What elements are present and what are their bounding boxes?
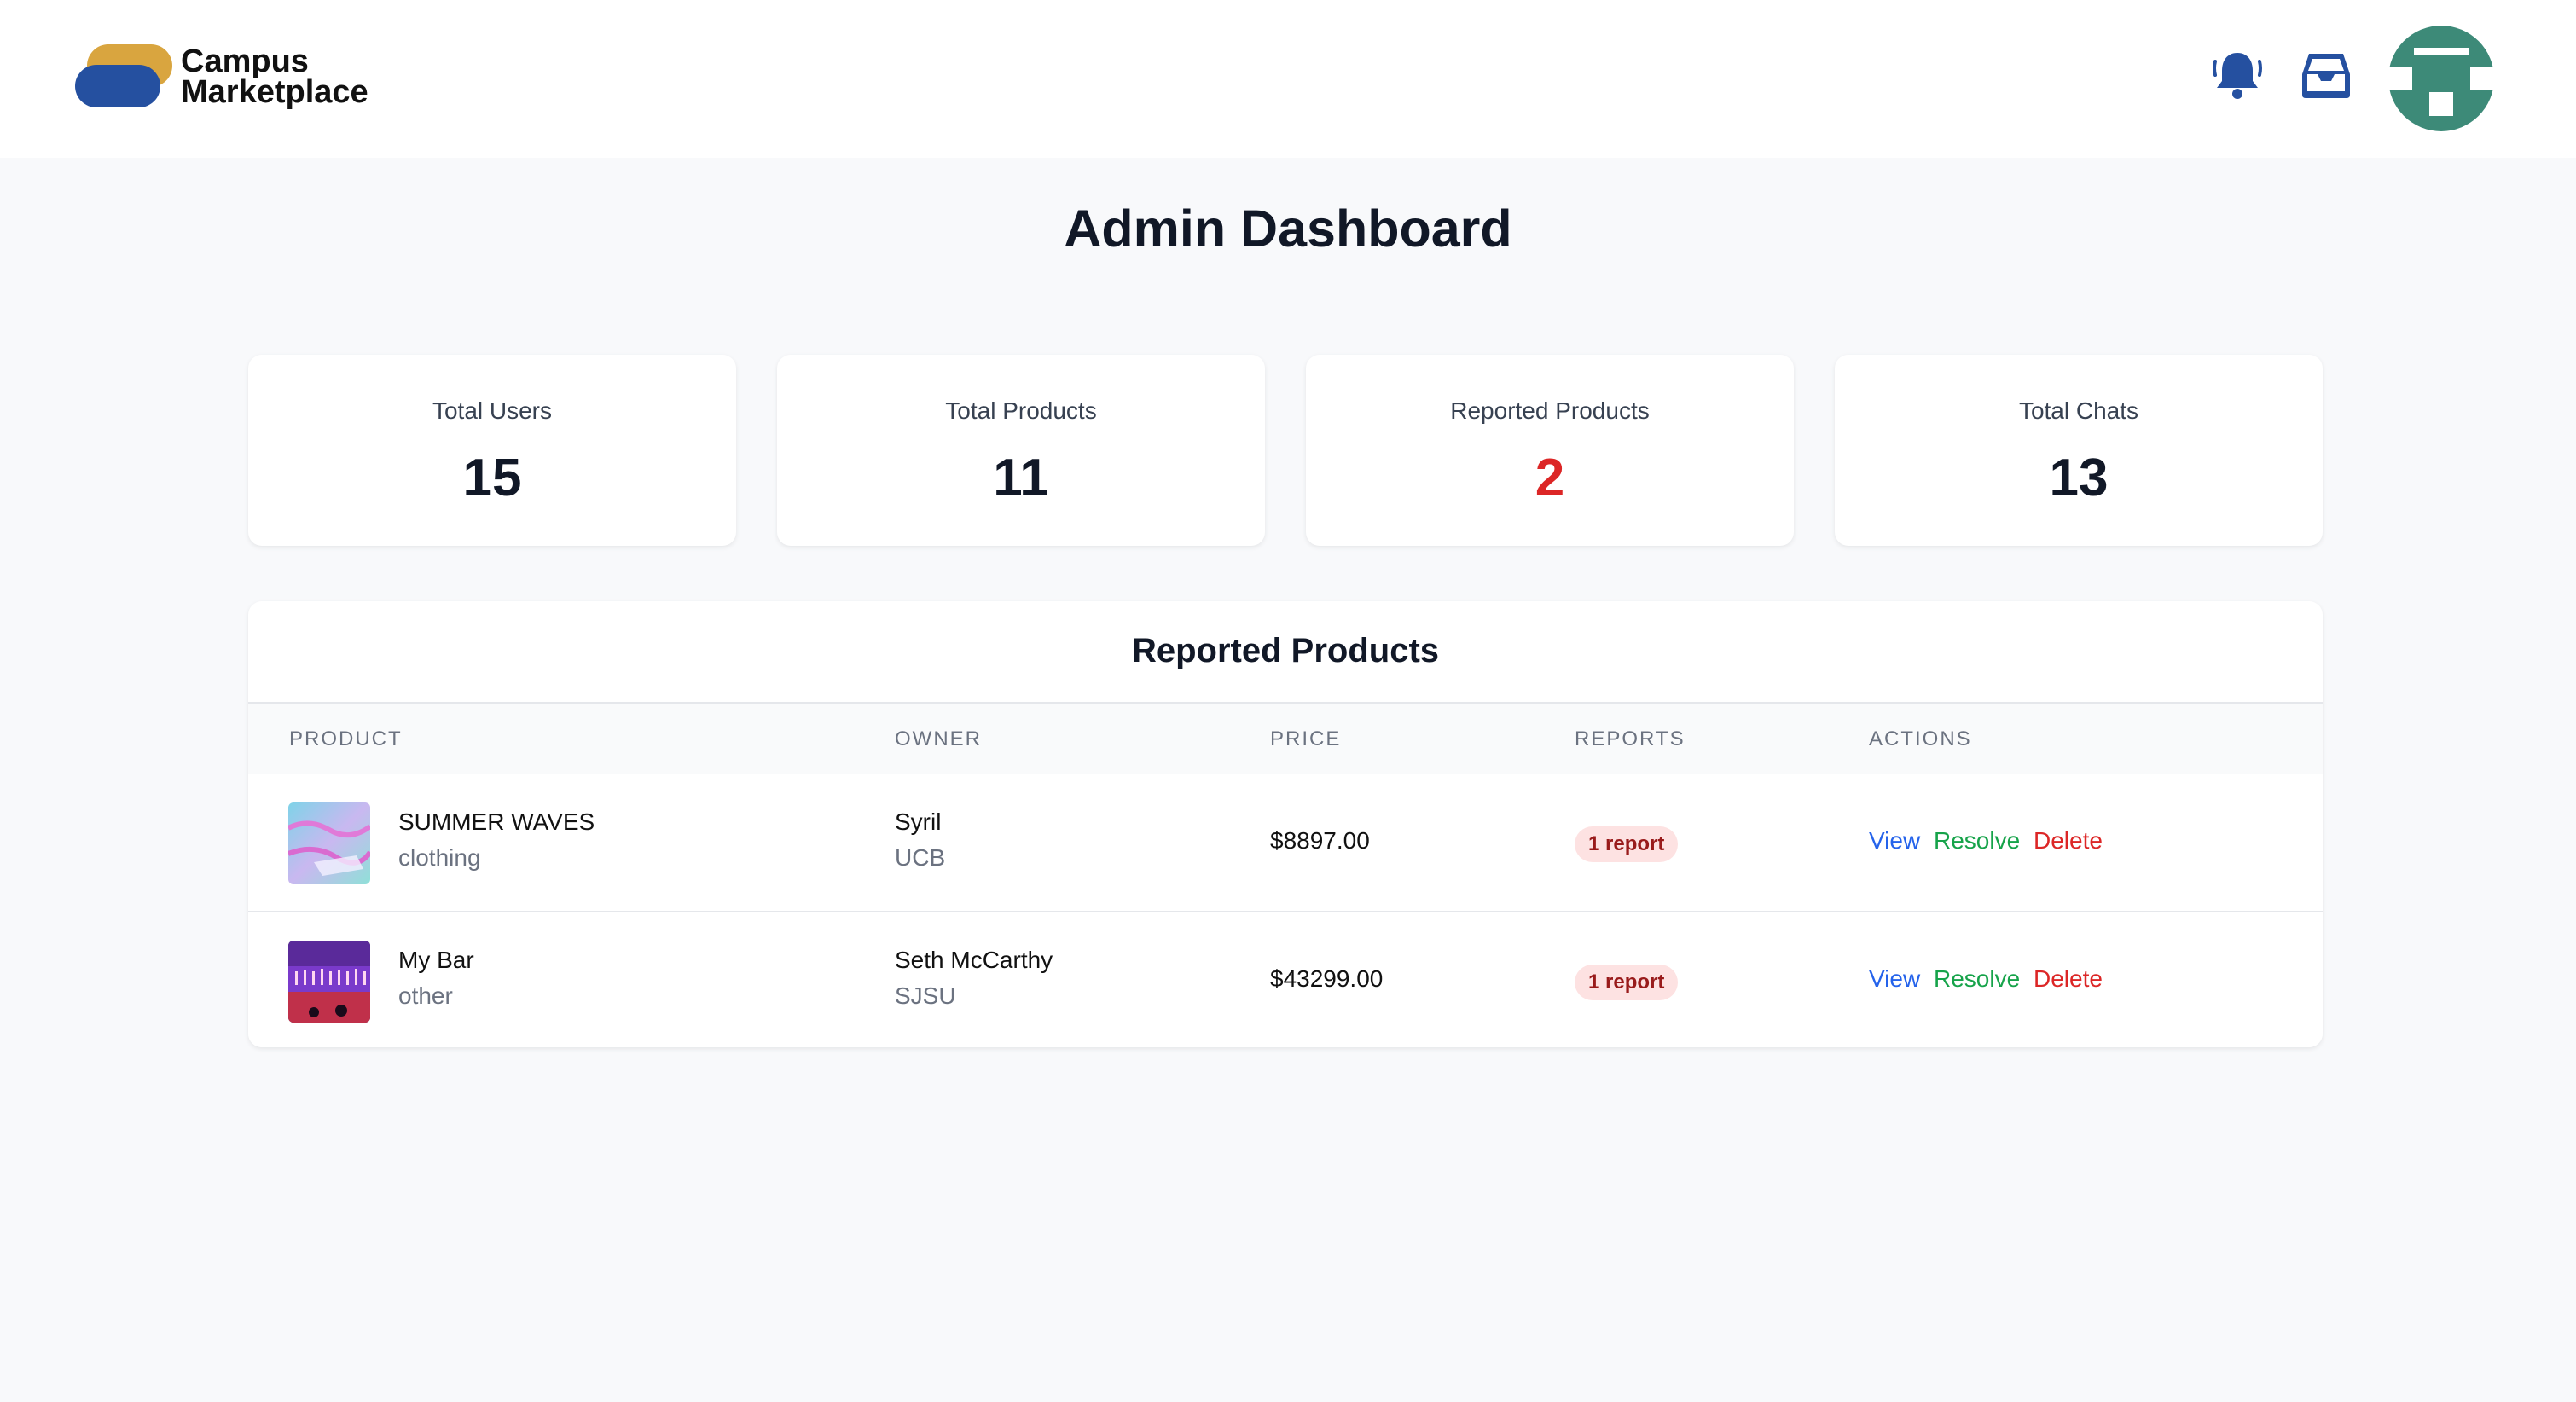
stat-label: Total Products — [945, 397, 1097, 424]
report-count-badge: 1 report — [1575, 826, 1679, 862]
product-thumbnail[interactable] — [288, 802, 370, 884]
stat-label: Total Chats — [2018, 397, 2139, 424]
product-category: other — [398, 982, 453, 1009]
delete-button[interactable]: Delete — [2034, 827, 2103, 854]
resolve-button[interactable]: Resolve — [1934, 965, 2021, 992]
reported-products-panel: Reported Products PRODUCT OWNER PRICE RE… — [248, 601, 2323, 1047]
stat-value: 13 — [2049, 449, 2109, 507]
product-price: $43299.00 — [1270, 965, 1384, 992]
table-row: My Bar other Seth McCarthy SJSU $43299.0… — [248, 912, 2323, 1047]
owner-name: Syril — [895, 808, 942, 835]
owner-name: Seth McCarthy — [895, 947, 1053, 973]
brand-name[interactable]: Campus Marketplace — [181, 43, 368, 110]
top-navbar: Campus Marketplace — [0, 0, 2576, 158]
column-header-actions: ACTIONS — [1869, 727, 1972, 750]
stat-card-total-chats: Total Chats 13 — [1835, 355, 2323, 546]
resolve-button[interactable]: Resolve — [1934, 827, 2021, 854]
column-header-reports: REPORTS — [1575, 727, 1685, 750]
brand-logo[interactable] — [75, 43, 176, 111]
brand-name-line1: Campus — [181, 43, 309, 79]
product-thumbnail[interactable] — [288, 941, 370, 1023]
product-name[interactable]: My Bar — [398, 947, 474, 973]
column-header-product: PRODUCT — [289, 727, 403, 750]
bell-icon[interactable] — [2211, 49, 2264, 102]
product-price: $8897.00 — [1270, 827, 1370, 854]
view-button[interactable]: View — [1869, 965, 1921, 992]
owner-school: SJSU — [895, 982, 956, 1009]
stat-value: 2 — [1535, 449, 1565, 507]
brand-name-line2: Marketplace — [181, 74, 368, 110]
view-button[interactable]: View — [1869, 827, 1921, 854]
inbox-icon[interactable] — [2300, 49, 2353, 102]
page-title: Admin Dashboard — [1064, 200, 1512, 258]
product-name[interactable]: SUMMER WAVES — [398, 808, 595, 835]
owner-school: UCB — [895, 844, 946, 871]
stat-value: 15 — [462, 449, 522, 507]
product-category: clothing — [398, 844, 481, 871]
table-row: SUMMER WAVES clothing Syril UCB $8897.00… — [248, 774, 2323, 912]
stat-value: 11 — [993, 449, 1049, 507]
stat-label: Reported Products — [1450, 397, 1650, 424]
stat-label: Total Users — [432, 397, 553, 424]
delete-button[interactable]: Delete — [2034, 965, 2103, 992]
report-count-badge: 1 report — [1575, 965, 1679, 1000]
stat-card-total-products: Total Products 11 — [777, 355, 1265, 546]
table-header: PRODUCT OWNER PRICE REPORTS ACTIONS — [248, 702, 2323, 777]
column-header-owner: OWNER — [895, 727, 982, 750]
panel-title: Reported Products — [1131, 632, 1440, 669]
stat-card-total-users: Total Users 15 — [248, 355, 736, 546]
stat-card-reported-products: Reported Products 2 — [1306, 355, 1794, 546]
column-header-price: PRICE — [1270, 727, 1342, 750]
user-avatar[interactable] — [2388, 26, 2494, 131]
